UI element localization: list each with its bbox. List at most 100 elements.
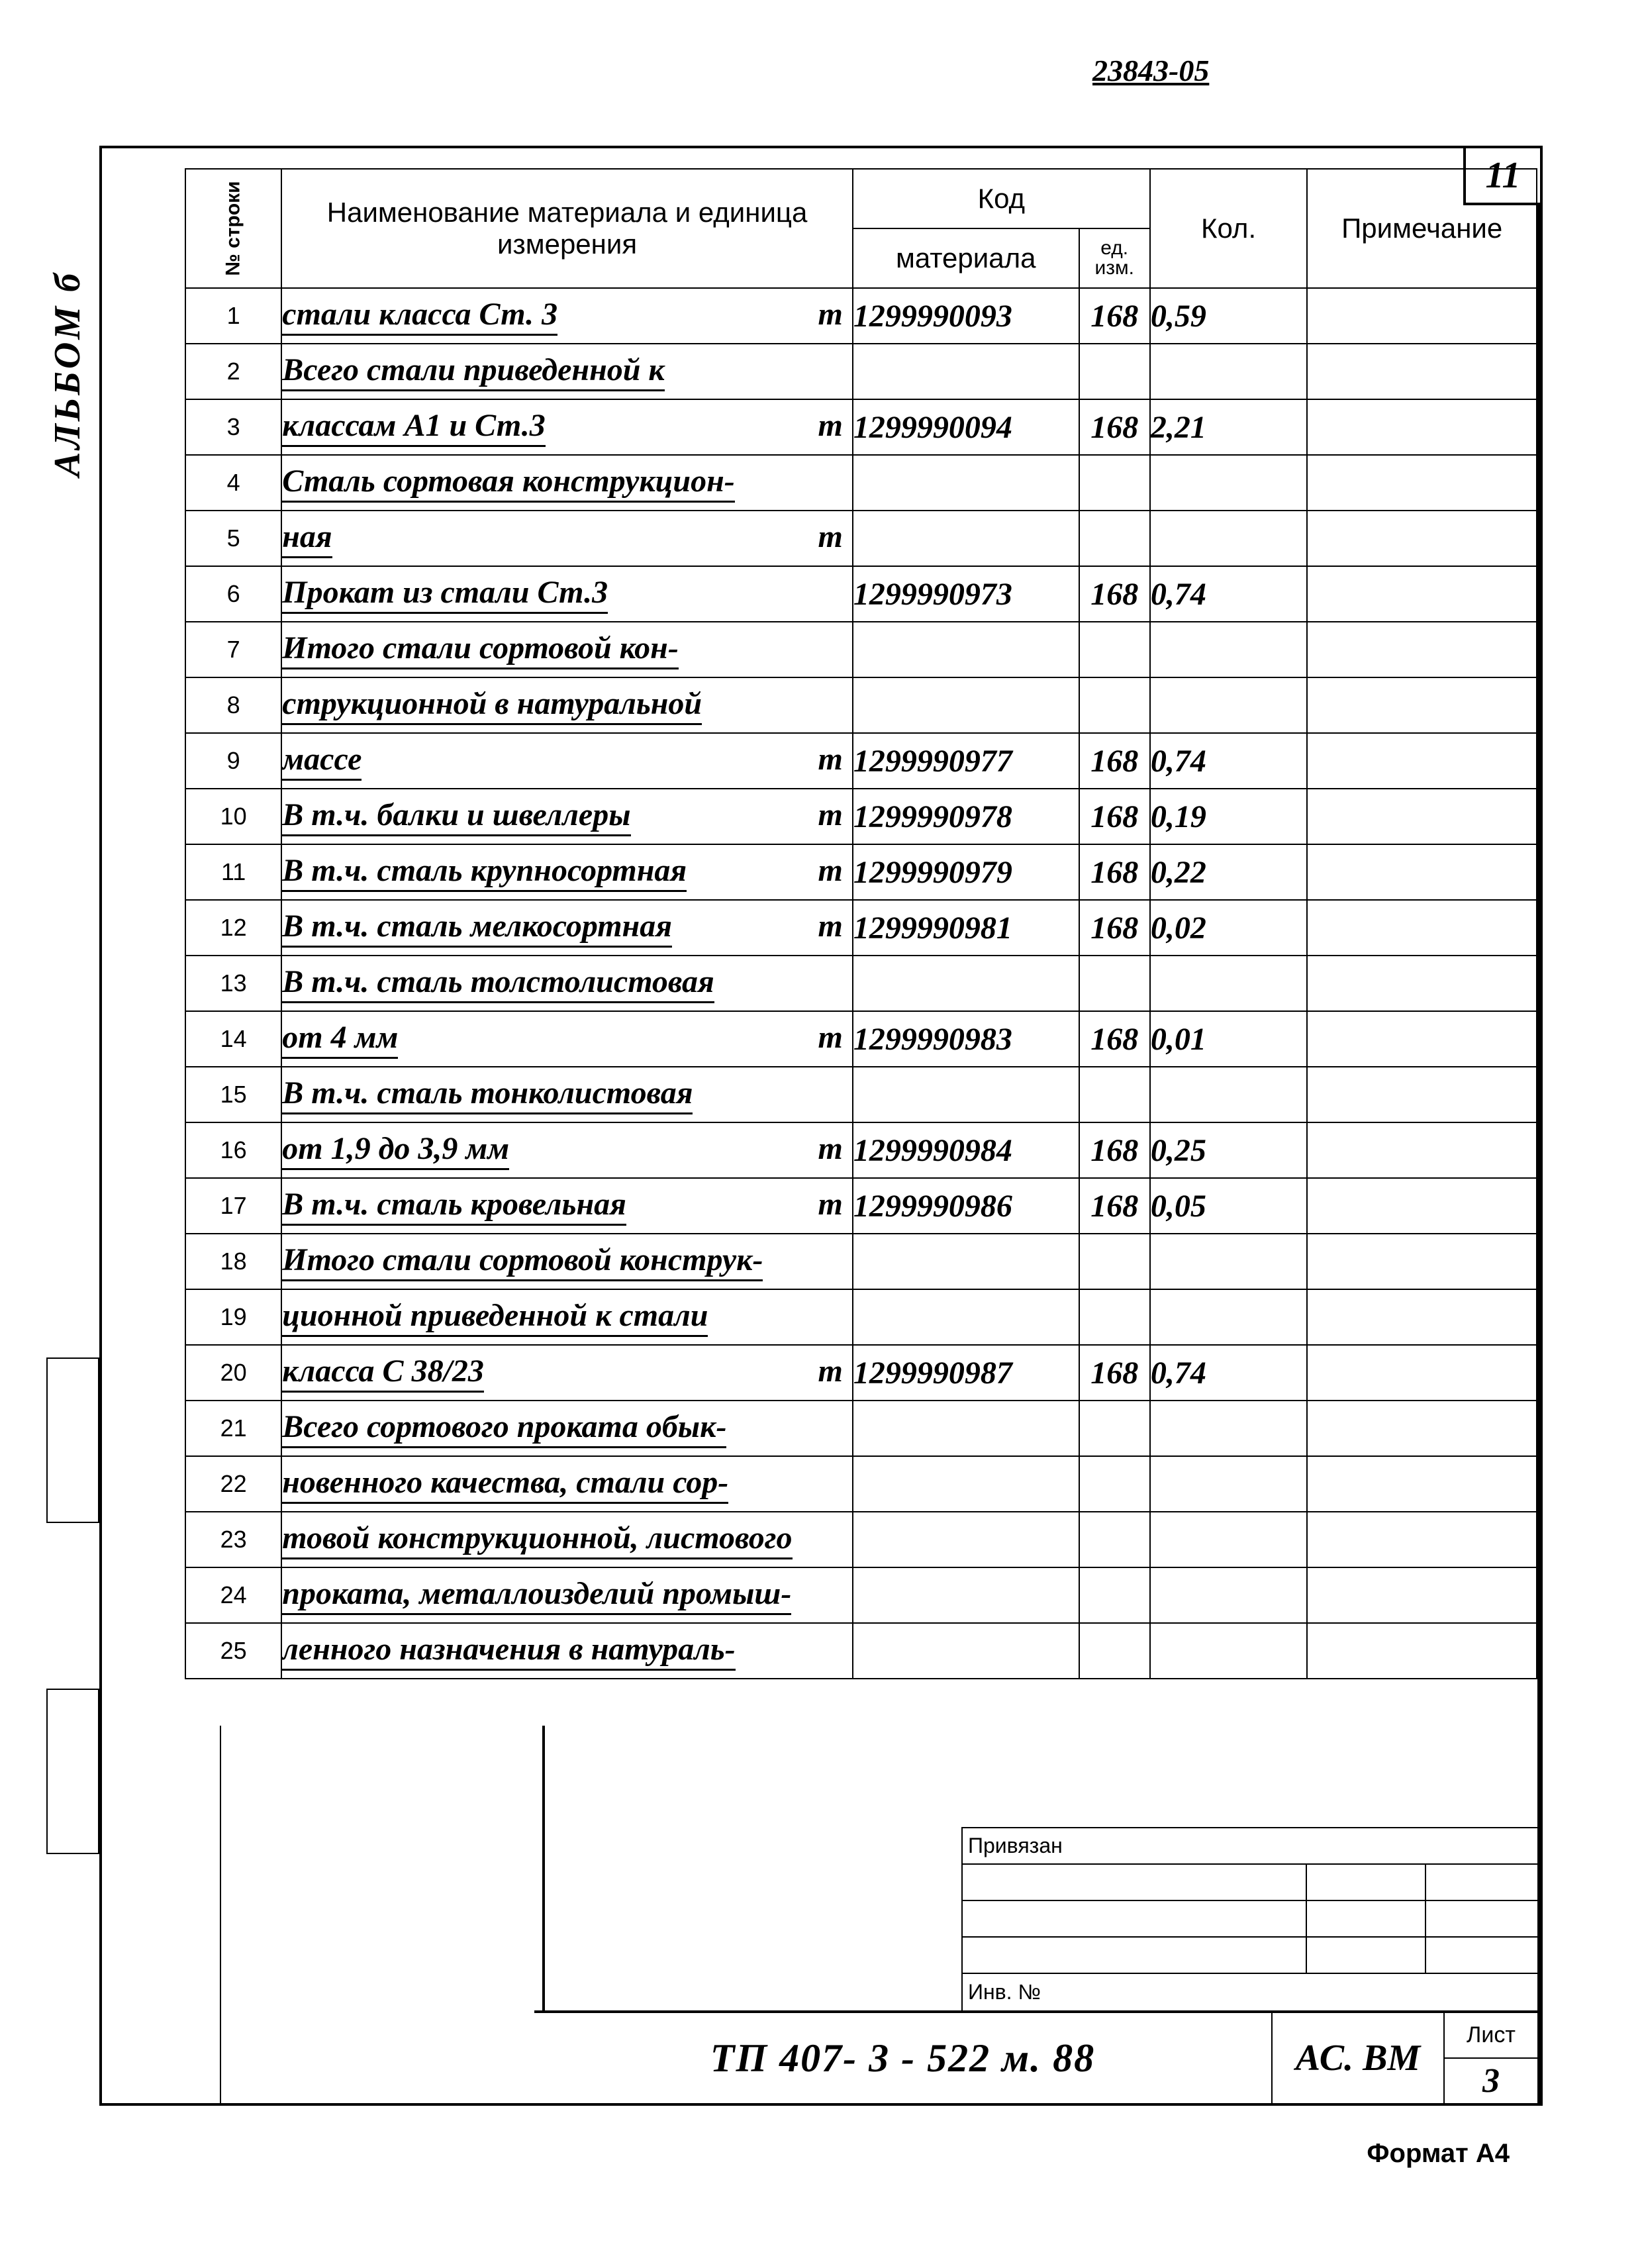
priv-cell bbox=[963, 1901, 1307, 1936]
binding-mark bbox=[46, 1357, 99, 1523]
header-code-group: Код bbox=[853, 169, 1150, 228]
quantity-cell: 0,59 bbox=[1150, 288, 1308, 344]
material-code-cell bbox=[853, 956, 1079, 1011]
quantity-cell bbox=[1150, 1289, 1308, 1345]
row-number: 12 bbox=[185, 900, 281, 956]
note-cell bbox=[1307, 399, 1537, 455]
unit-code-cell: 168 bbox=[1079, 733, 1150, 789]
unit-code-cell: 168 bbox=[1079, 1345, 1150, 1401]
material-code-cell: 1299990094 bbox=[853, 399, 1079, 455]
row-number: 6 bbox=[185, 566, 281, 622]
table-row: 14от 4 ммт12999909831680,01 bbox=[185, 1011, 1537, 1067]
material-code-cell: 1299990973 bbox=[853, 566, 1079, 622]
material-code-cell: 1299990987 bbox=[853, 1345, 1079, 1401]
row-number: 13 bbox=[185, 956, 281, 1011]
material-code-cell bbox=[853, 677, 1079, 733]
table-row: 11В т.ч. сталь крупносортнаят12999909791… bbox=[185, 844, 1537, 900]
material-name-cell: В т.ч. сталь мелкосортнаят bbox=[281, 900, 853, 956]
row-number: 19 bbox=[185, 1289, 281, 1345]
material-code-cell: 1299990981 bbox=[853, 900, 1079, 956]
quantity-cell bbox=[1150, 1567, 1308, 1623]
quantity-cell: 0,74 bbox=[1150, 566, 1308, 622]
row-number: 21 bbox=[185, 1401, 281, 1456]
material-code-cell bbox=[853, 622, 1079, 677]
quantity-cell bbox=[1150, 1512, 1308, 1567]
note-cell bbox=[1307, 900, 1537, 956]
material-code-cell: 1299990986 bbox=[853, 1178, 1079, 1234]
quantity-cell bbox=[1150, 677, 1308, 733]
unit-code-cell: 168 bbox=[1079, 288, 1150, 344]
material-name-cell: струкционной в натуральной bbox=[281, 677, 853, 733]
unit-code-cell bbox=[1079, 1067, 1150, 1122]
title-block-stamp: ТП 407- 3 - 522 м. 88 АС. ВМ Лист 3 bbox=[534, 2010, 1537, 2103]
note-cell bbox=[1307, 1289, 1537, 1345]
unit-code-cell: 168 bbox=[1079, 1122, 1150, 1178]
binding-reference-box: Привязан Инв. № bbox=[961, 1827, 1537, 2010]
quantity-cell bbox=[1150, 455, 1308, 511]
left-margin-column bbox=[185, 1726, 221, 2103]
materials-table: № строки Наименование материала и единиц… bbox=[185, 168, 1537, 1679]
note-cell bbox=[1307, 1234, 1537, 1289]
quantity-cell: 0,19 bbox=[1150, 789, 1308, 844]
unit-mark: т bbox=[818, 407, 842, 444]
material-name-cell: Всего стали приведенной к bbox=[281, 344, 853, 399]
note-cell bbox=[1307, 1512, 1537, 1567]
header-row-number: № строки bbox=[185, 169, 281, 288]
note-cell bbox=[1307, 1122, 1537, 1178]
quantity-cell bbox=[1150, 622, 1308, 677]
title-block-area: Привязан Инв. № ТП 407- 3 - 522 м. 88 АС… bbox=[185, 1726, 1537, 2103]
material-code-cell: 1299990983 bbox=[853, 1011, 1079, 1067]
table-row: 1стали класса Ст. 3т12999900931680,59 bbox=[185, 288, 1537, 344]
priv-label: Привязан bbox=[963, 1828, 1537, 1863]
material-name-cell: класса С 38/23т bbox=[281, 1345, 853, 1401]
row-number: 10 bbox=[185, 789, 281, 844]
quantity-cell: 0,02 bbox=[1150, 900, 1308, 956]
quantity-cell: 0,22 bbox=[1150, 844, 1308, 900]
material-name-cell: наят bbox=[281, 511, 853, 566]
note-cell bbox=[1307, 622, 1537, 677]
material-name-cell: массет bbox=[281, 733, 853, 789]
sheet-label: Лист bbox=[1445, 2013, 1537, 2059]
note-cell bbox=[1307, 1067, 1537, 1122]
table-row: 24проката, металлоизделий промыш- bbox=[185, 1567, 1537, 1623]
header-note: Примечание bbox=[1307, 169, 1537, 288]
note-cell bbox=[1307, 1567, 1537, 1623]
row-number: 24 bbox=[185, 1567, 281, 1623]
row-number: 16 bbox=[185, 1122, 281, 1178]
format-label: Формат А4 bbox=[1367, 2139, 1510, 2169]
material-name-cell: В т.ч. сталь тонколистовая bbox=[281, 1067, 853, 1122]
unit-mark: т bbox=[818, 1186, 842, 1222]
row-number: 25 bbox=[185, 1623, 281, 1679]
note-cell bbox=[1307, 844, 1537, 900]
table-row: 8струкционной в натуральной bbox=[185, 677, 1537, 733]
unit-mark: т bbox=[818, 1019, 842, 1056]
unit-code-cell bbox=[1079, 677, 1150, 733]
quantity-cell bbox=[1150, 344, 1308, 399]
quantity-cell bbox=[1150, 1067, 1308, 1122]
unit-code-cell: 168 bbox=[1079, 789, 1150, 844]
material-name-cell: Итого стали сортовой конструк- bbox=[281, 1234, 853, 1289]
material-code-cell bbox=[853, 1234, 1079, 1289]
unit-code-cell: 168 bbox=[1079, 399, 1150, 455]
table-row: 10В т.ч. балки и швеллерыт12999909781680… bbox=[185, 789, 1537, 844]
row-number: 1 bbox=[185, 288, 281, 344]
unit-code-cell bbox=[1079, 511, 1150, 566]
material-code-cell bbox=[853, 1067, 1079, 1122]
material-name-cell: классам А1 и Ст.3т bbox=[281, 399, 853, 455]
header-code-material: материала bbox=[853, 228, 1079, 288]
quantity-cell bbox=[1150, 956, 1308, 1011]
row-number: 8 bbox=[185, 677, 281, 733]
priv-cell bbox=[1307, 1865, 1426, 1900]
material-name-cell: Итого стали сортовой кон- bbox=[281, 622, 853, 677]
note-cell bbox=[1307, 956, 1537, 1011]
material-name-cell: Сталь сортовая конструкцион- bbox=[281, 455, 853, 511]
material-name-cell: новенного качества, стали сор- bbox=[281, 1456, 853, 1512]
row-number: 3 bbox=[185, 399, 281, 455]
material-code-cell: 1299990978 bbox=[853, 789, 1079, 844]
row-number: 18 bbox=[185, 1234, 281, 1289]
material-name-cell: ционной приведенной к стали bbox=[281, 1289, 853, 1345]
unit-code-cell: 168 bbox=[1079, 1178, 1150, 1234]
unit-mark: т bbox=[818, 1130, 842, 1167]
quantity-cell: 2,21 bbox=[1150, 399, 1308, 455]
document-set-code: АС. ВМ bbox=[1273, 2013, 1445, 2103]
